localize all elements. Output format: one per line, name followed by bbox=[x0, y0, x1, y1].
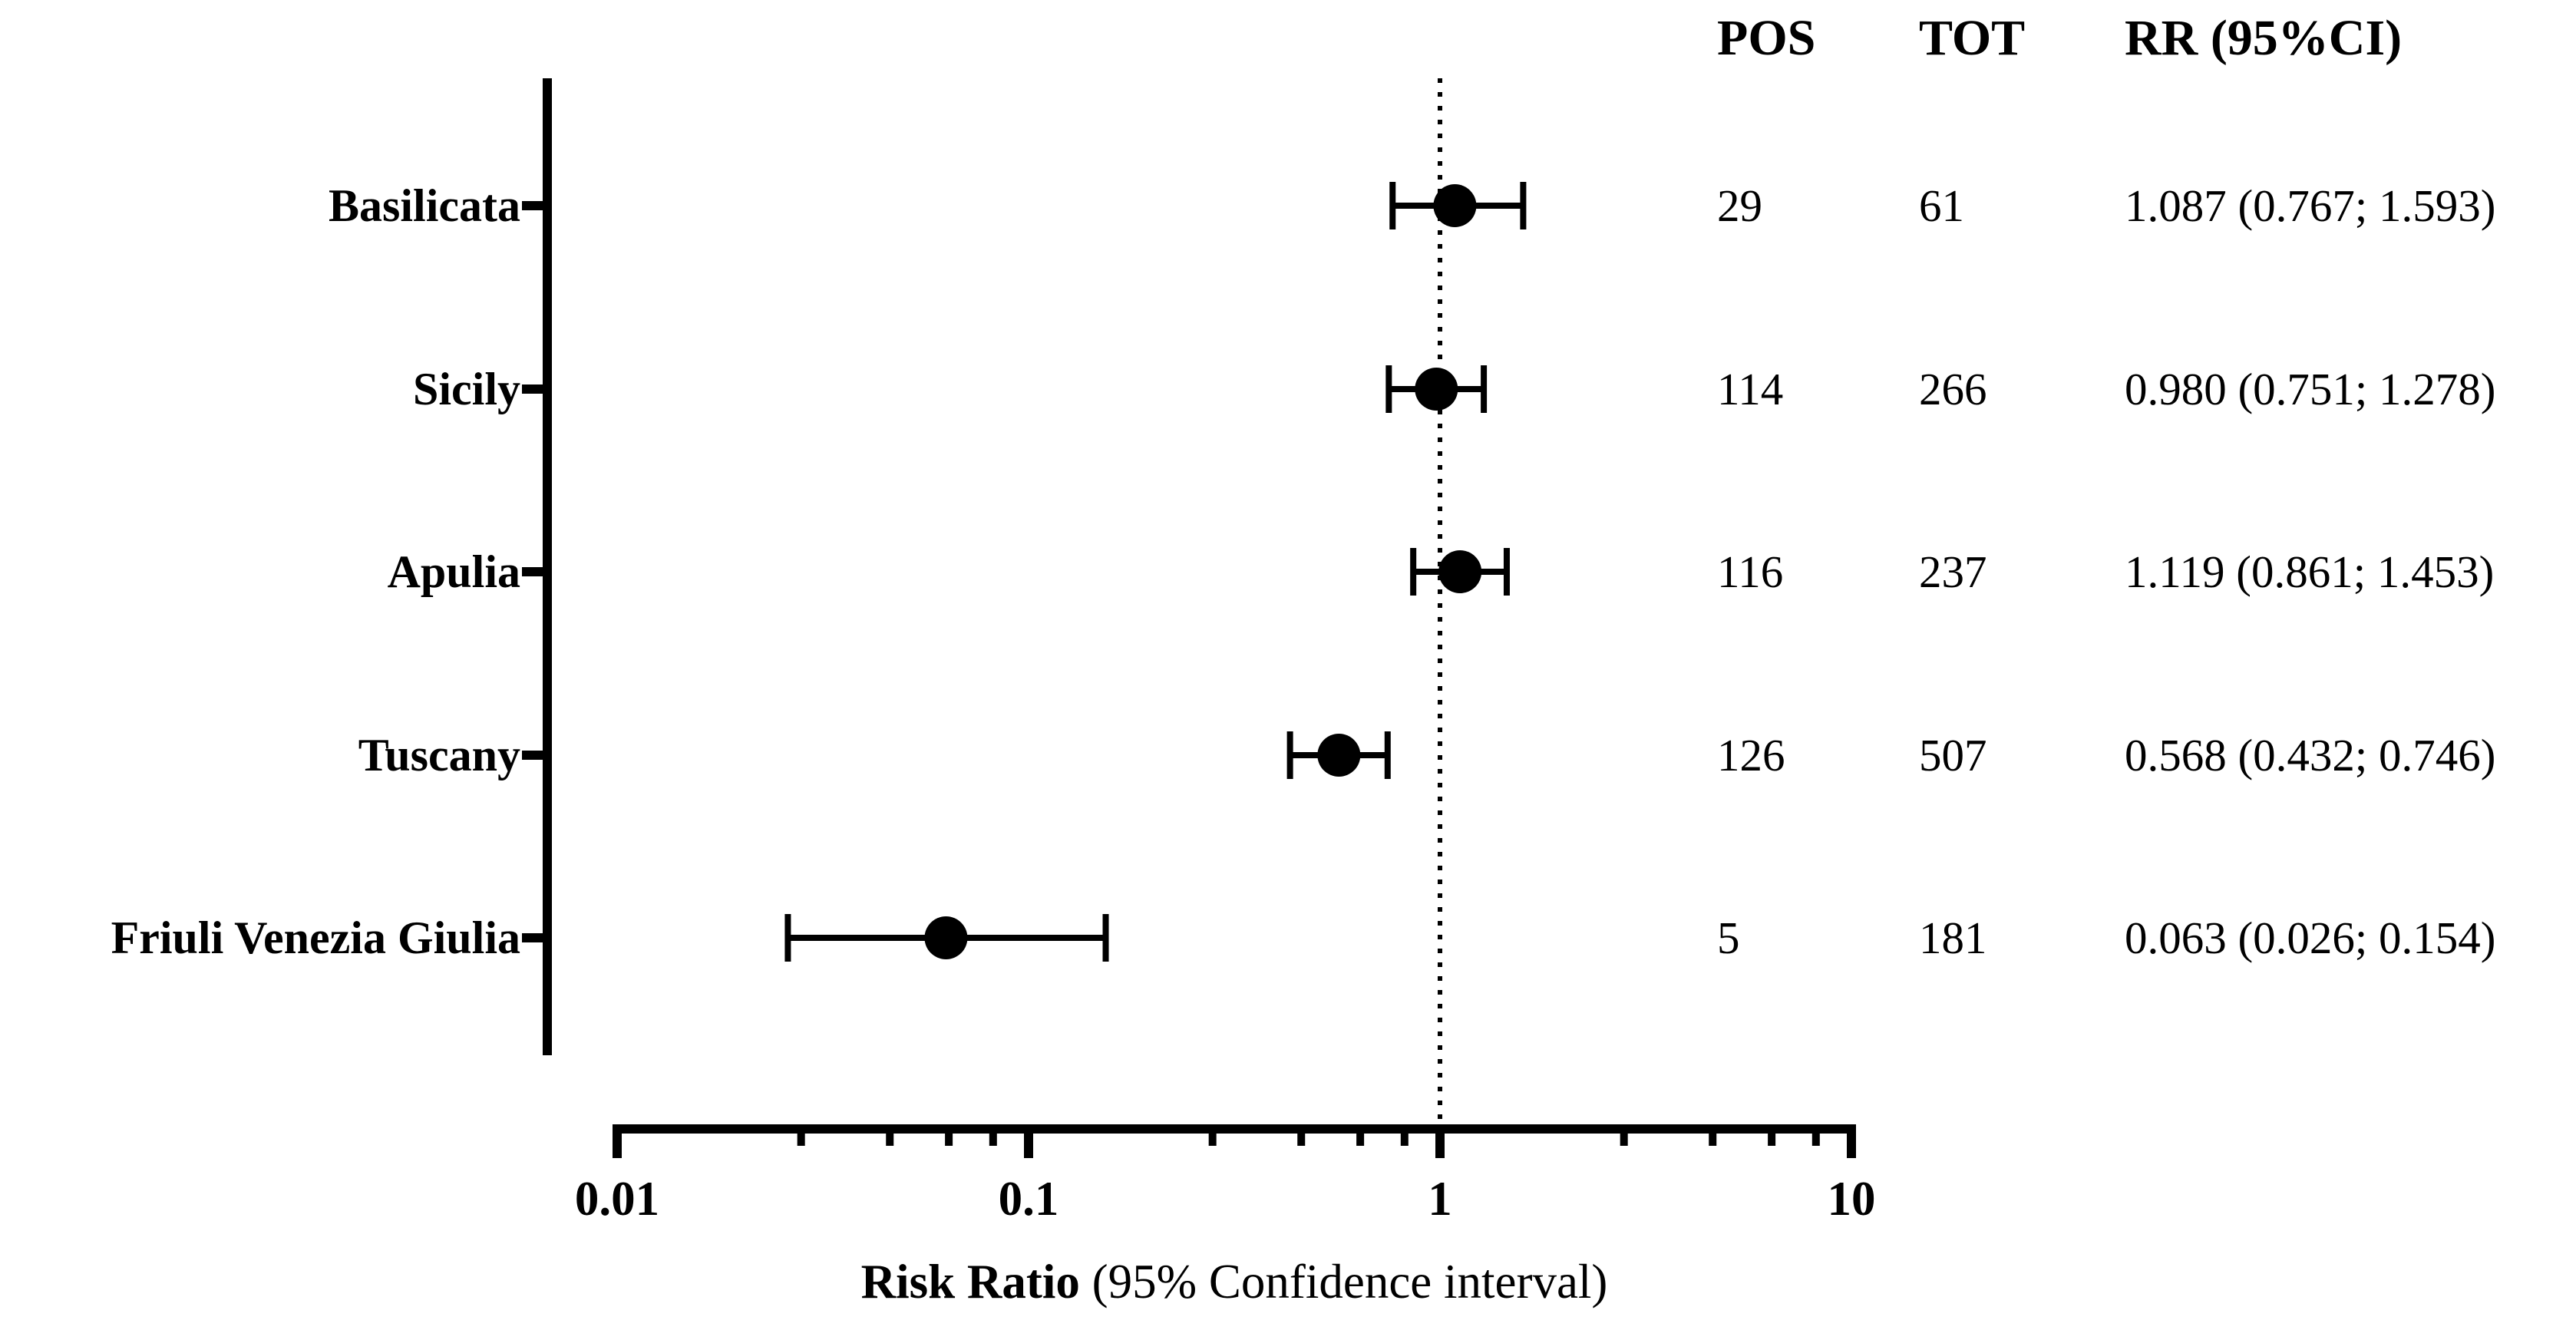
x-axis-title: Risk Ratio (95% Confidence interval) bbox=[861, 1249, 1608, 1314]
x-axis-title-bold: Risk Ratio bbox=[860, 1255, 1080, 1309]
cell-tot: 266 bbox=[1919, 364, 1987, 414]
x-axis-minor-tick bbox=[1709, 1124, 1717, 1146]
x-axis-minor-tick bbox=[1811, 1124, 1820, 1146]
x-axis-major-tick bbox=[1847, 1124, 1856, 1158]
ci-cap-right bbox=[1503, 548, 1510, 596]
x-axis-minor-tick bbox=[1297, 1124, 1306, 1146]
cell-pos: 116 bbox=[1717, 546, 1784, 597]
rr-point-marker bbox=[1433, 184, 1477, 227]
cell-pos: 5 bbox=[1717, 913, 1740, 963]
row-label-basilicata: Basilicata bbox=[329, 180, 520, 231]
ci-cap-right bbox=[1384, 731, 1391, 779]
y-axis-line bbox=[543, 78, 552, 1055]
x-axis-minor-tick bbox=[1768, 1124, 1776, 1146]
cell-pos: 126 bbox=[1717, 730, 1785, 781]
rr-point-marker bbox=[1415, 368, 1458, 411]
cell-tot: 61 bbox=[1919, 180, 1964, 231]
cell-rr-ci: 0.063 (0.026; 0.154) bbox=[2125, 913, 2496, 963]
x-axis-title-regular bbox=[1080, 1255, 1092, 1309]
x-axis-major-tick bbox=[1024, 1124, 1033, 1158]
row-label-friuli-venezia-giulia: Friuli Venezia Giulia bbox=[111, 913, 520, 963]
y-axis-row-tick bbox=[522, 933, 552, 942]
x-axis-minor-tick bbox=[1356, 1124, 1365, 1146]
ci-cap-right bbox=[1520, 182, 1527, 229]
x-tick-label-0.01: 0.01 bbox=[574, 1172, 660, 1226]
y-axis-row-tick bbox=[522, 751, 552, 760]
y-axis-row-tick bbox=[522, 567, 552, 576]
x-tick-label-10: 10 bbox=[1827, 1172, 1876, 1226]
x-axis-minor-tick bbox=[1400, 1124, 1409, 1146]
row-label-sicily: Sicily bbox=[412, 364, 520, 414]
row-label-tuscany: Tuscany bbox=[358, 730, 520, 781]
rr-point-marker bbox=[1317, 734, 1361, 777]
cell-rr-ci: 0.568 (0.432; 0.746) bbox=[2125, 730, 2496, 781]
ci-cap-left bbox=[1410, 548, 1417, 596]
x-axis-minor-tick bbox=[886, 1124, 894, 1146]
cell-pos: 29 bbox=[1717, 180, 1762, 231]
cell-rr-ci: 1.119 (0.861; 1.453) bbox=[2125, 546, 2495, 597]
ci-cap-left bbox=[1286, 731, 1293, 779]
y-axis-row-tick bbox=[522, 384, 552, 394]
cell-tot: 507 bbox=[1919, 730, 1987, 781]
x-axis-line bbox=[613, 1124, 1856, 1134]
row-label-apulia: Apulia bbox=[387, 546, 520, 597]
x-axis-minor-tick bbox=[1620, 1124, 1628, 1146]
x-axis-minor-tick bbox=[797, 1124, 805, 1146]
y-axis-row-tick bbox=[522, 201, 552, 210]
x-tick-label-0.1: 0.1 bbox=[998, 1172, 1059, 1226]
cell-rr-ci: 0.980 (0.751; 1.278) bbox=[2125, 364, 2496, 414]
cell-pos: 114 bbox=[1717, 364, 1784, 414]
rr-point-marker bbox=[924, 916, 968, 959]
x-axis-minor-tick bbox=[989, 1124, 997, 1146]
rr-point-marker bbox=[1438, 550, 1482, 593]
col-header-tot: TOT bbox=[1919, 10, 2026, 66]
x-axis-title-rest: (95% Confidence interval) bbox=[1091, 1255, 1608, 1309]
x-axis-minor-tick bbox=[945, 1124, 953, 1146]
ci-cap-left bbox=[784, 914, 791, 962]
ci-cap-left bbox=[1385, 365, 1392, 413]
ci-cap-left bbox=[1389, 182, 1396, 229]
ci-cap-right bbox=[1481, 365, 1488, 413]
x-axis-major-tick bbox=[613, 1124, 622, 1158]
col-header-pos: POS bbox=[1717, 10, 1816, 66]
ci-cap-right bbox=[1102, 914, 1109, 962]
cell-rr-ci: 1.087 (0.767; 1.593) bbox=[2125, 180, 2496, 231]
x-axis-minor-tick bbox=[1208, 1124, 1217, 1146]
col-header-rr: RR (95%CI) bbox=[2125, 10, 2403, 66]
cell-tot: 181 bbox=[1919, 913, 1987, 963]
x-axis-major-tick bbox=[1435, 1124, 1445, 1158]
x-tick-label-1: 1 bbox=[1428, 1172, 1452, 1226]
cell-tot: 237 bbox=[1919, 546, 1987, 597]
